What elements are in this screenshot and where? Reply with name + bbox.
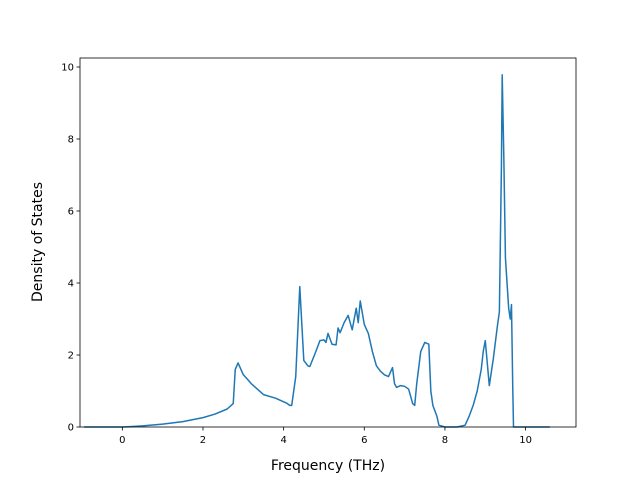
y-tick-label: 8 [68, 135, 74, 146]
y-tick-label: 4 [68, 279, 74, 290]
series-line-0 [84, 74, 550, 428]
y-axis-ticks: 0 2 4 6 8 10 [61, 63, 80, 434]
x-axis-label: Frequency (THz) [271, 458, 385, 474]
y-tick-label: 10 [61, 63, 74, 74]
y-tick-label: 2 [68, 351, 74, 362]
x-tick-label: 6 [361, 435, 367, 446]
axes-frame [79, 57, 577, 428]
x-tick-label: 0 [119, 435, 125, 446]
x-tick-label: 10 [519, 435, 532, 446]
x-axis-ticks: 0 2 4 6 8 10 [119, 427, 532, 446]
x-tick-label: 8 [442, 435, 448, 446]
x-tick-label: 2 [200, 435, 206, 446]
plot-area [79, 57, 577, 428]
y-axis-label: Density of States [30, 182, 46, 302]
x-tick-label: 4 [280, 435, 286, 446]
y-tick-label: 0 [68, 423, 74, 434]
y-tick-label: 6 [68, 207, 74, 218]
